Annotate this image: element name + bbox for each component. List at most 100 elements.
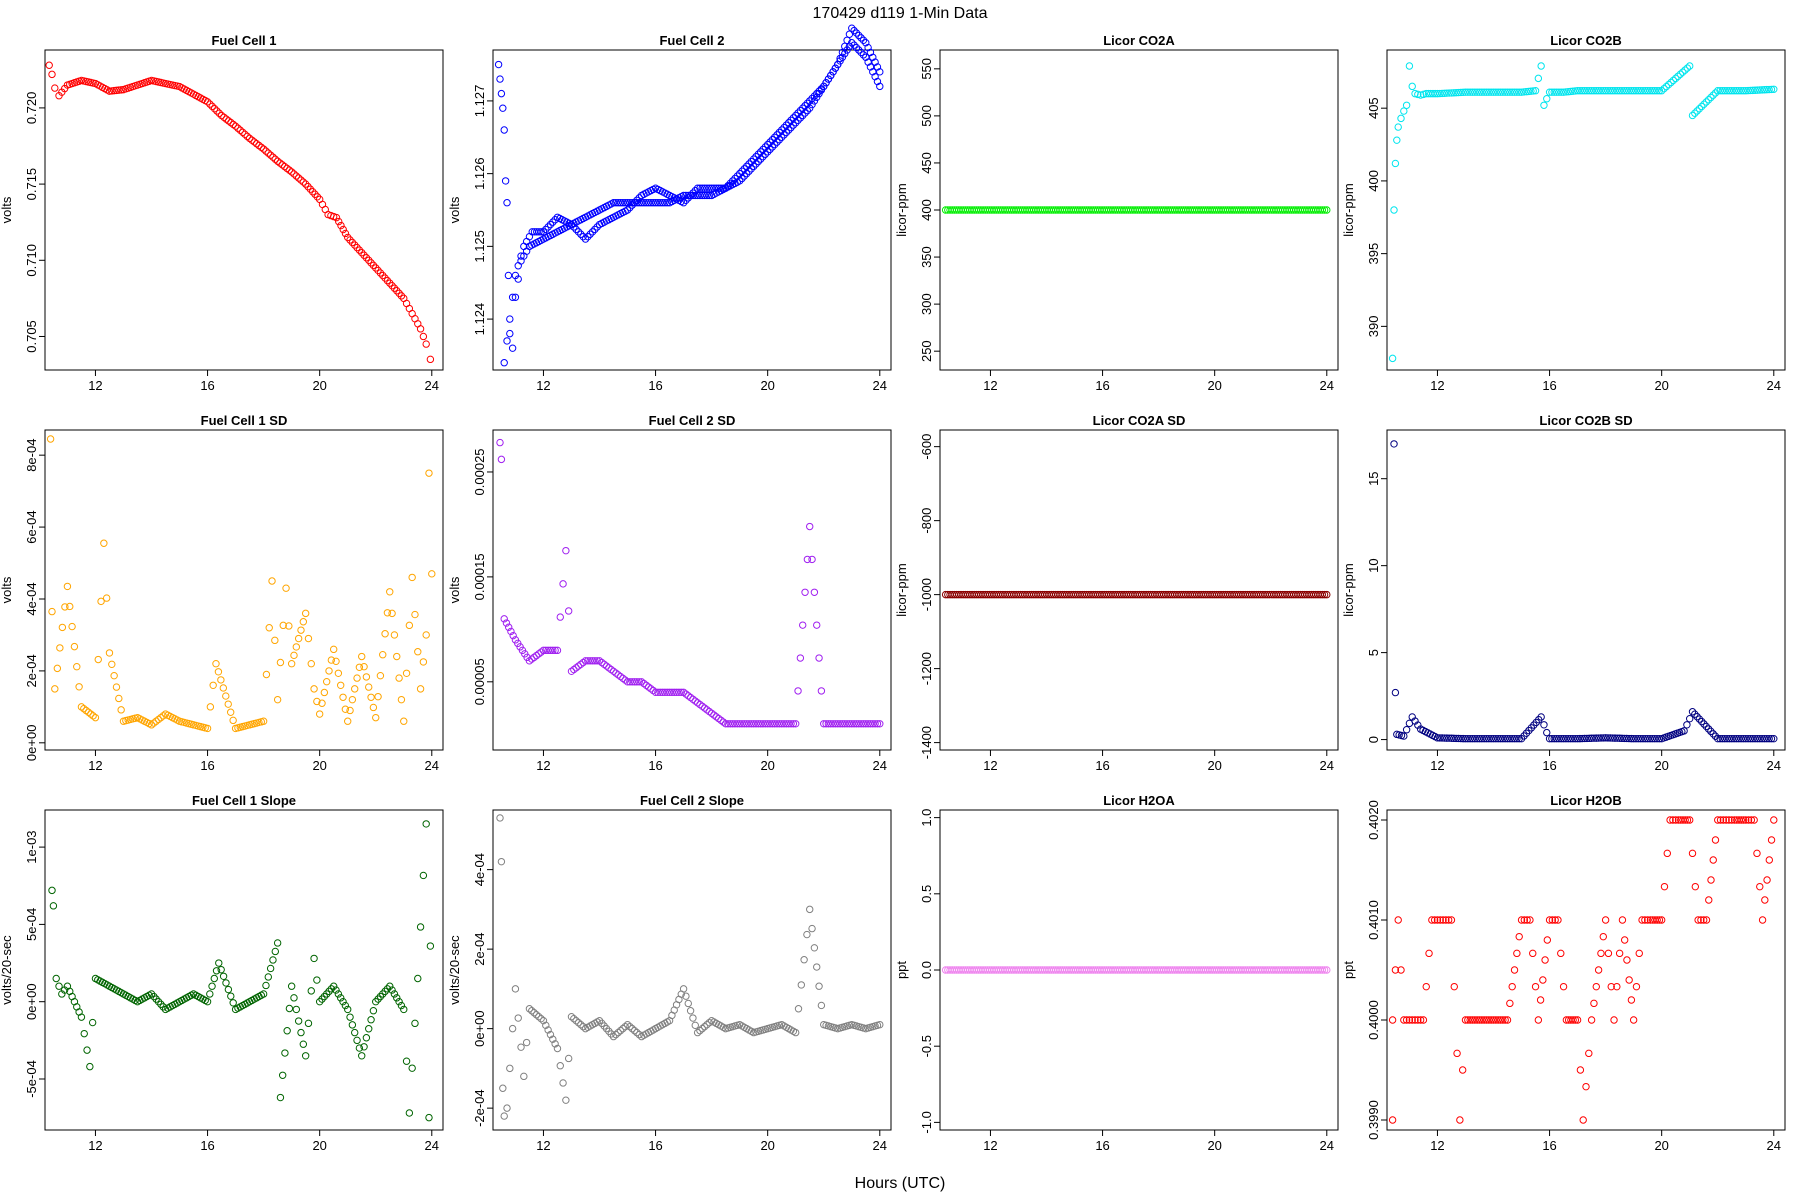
data-point xyxy=(503,337,511,345)
data-point xyxy=(506,315,514,323)
chart-title: Licor CO2A xyxy=(1103,33,1175,48)
data-point xyxy=(203,98,212,106)
data-point xyxy=(682,690,690,698)
data-point xyxy=(508,344,517,352)
data-point xyxy=(740,172,749,180)
data-point xyxy=(73,663,81,671)
data-point xyxy=(562,546,570,555)
data-point xyxy=(539,646,548,655)
data-point xyxy=(365,1025,373,1033)
data-point xyxy=(395,674,403,682)
data-point xyxy=(537,1014,545,1023)
data-point xyxy=(1573,1016,1582,1024)
data-point xyxy=(229,716,237,725)
data-point xyxy=(1487,734,1495,743)
data-point xyxy=(84,708,93,716)
data-point xyxy=(586,657,594,665)
data-point xyxy=(265,624,273,632)
y-tick-label: 1.0 xyxy=(919,809,934,827)
data-point xyxy=(1737,87,1745,95)
data-point xyxy=(1443,89,1451,97)
data-point xyxy=(269,956,277,964)
data-point xyxy=(372,264,380,272)
data-point xyxy=(703,1020,711,1029)
data-point xyxy=(775,720,784,728)
data-point xyxy=(1760,86,1769,94)
data-point xyxy=(344,1005,352,1014)
data-point xyxy=(775,135,784,144)
data-point xyxy=(276,658,285,667)
series-points xyxy=(45,61,435,364)
data-point xyxy=(203,724,212,733)
data-point xyxy=(1550,88,1558,96)
data-point xyxy=(633,199,641,207)
data-point xyxy=(1599,87,1607,95)
data-point xyxy=(1471,734,1479,743)
data-point xyxy=(102,594,111,602)
data-point xyxy=(588,657,597,665)
data-point xyxy=(602,662,611,670)
data-point xyxy=(279,621,287,630)
data-point xyxy=(390,284,399,292)
data-point xyxy=(614,671,622,679)
data-point xyxy=(335,217,343,226)
data-point xyxy=(1634,87,1643,95)
data-point xyxy=(761,720,770,728)
data-point xyxy=(1711,836,1720,844)
data-point xyxy=(426,942,435,950)
data-point xyxy=(1686,816,1694,824)
data-point xyxy=(1751,86,1759,94)
data-point xyxy=(1459,88,1467,97)
data-point xyxy=(110,86,118,95)
y-axis-label: licor-ppm xyxy=(1341,183,1356,236)
data-point xyxy=(1443,734,1451,742)
data-point xyxy=(1473,88,1481,96)
data-point xyxy=(553,1044,562,1053)
data-point xyxy=(684,999,692,1008)
y-tick-label: 15 xyxy=(1366,471,1381,485)
data-point xyxy=(824,75,833,83)
data-point xyxy=(1510,88,1519,96)
data-point xyxy=(402,669,411,677)
data-point xyxy=(313,976,321,984)
data-point xyxy=(745,720,753,728)
data-point xyxy=(115,694,123,703)
data-point xyxy=(700,184,709,192)
data-point xyxy=(1487,88,1495,96)
data-point xyxy=(803,930,811,939)
data-point xyxy=(367,259,375,267)
data-point xyxy=(1587,734,1596,742)
data-point xyxy=(217,111,226,120)
data-point xyxy=(271,636,279,645)
data-point xyxy=(1501,734,1509,743)
data-point xyxy=(1695,105,1704,113)
data-point xyxy=(1620,87,1629,95)
data-point xyxy=(1402,1016,1411,1024)
data-point xyxy=(1499,88,1507,96)
data-point xyxy=(696,700,704,709)
data-point xyxy=(1520,916,1529,924)
data-point xyxy=(1414,90,1422,99)
data-point xyxy=(831,720,840,728)
data-point xyxy=(1458,1066,1467,1074)
data-point xyxy=(803,555,812,564)
data-point xyxy=(759,720,767,728)
data-point xyxy=(1431,89,1439,98)
data-point xyxy=(859,51,868,59)
data-point xyxy=(520,1072,528,1081)
data-point xyxy=(1702,98,1710,106)
data-point xyxy=(358,1052,366,1060)
data-point xyxy=(579,232,587,241)
y-tick-label: 0.00015 xyxy=(472,553,487,600)
data-point xyxy=(754,720,763,728)
data-point xyxy=(250,138,258,146)
data-point xyxy=(1506,88,1514,96)
data-point xyxy=(1318,206,1327,214)
x-tick-label: 16 xyxy=(648,758,662,773)
chart-fc1slope: Fuel Cell 1 Slope 12 16 20 24 -5e-04 0e+00 5e-0… xyxy=(0,793,444,1153)
data-point xyxy=(1478,734,1486,743)
data-point xyxy=(1723,734,1731,743)
data-point xyxy=(494,60,503,69)
y-tick-label: 0.720 xyxy=(24,92,39,125)
data-point xyxy=(852,43,861,52)
